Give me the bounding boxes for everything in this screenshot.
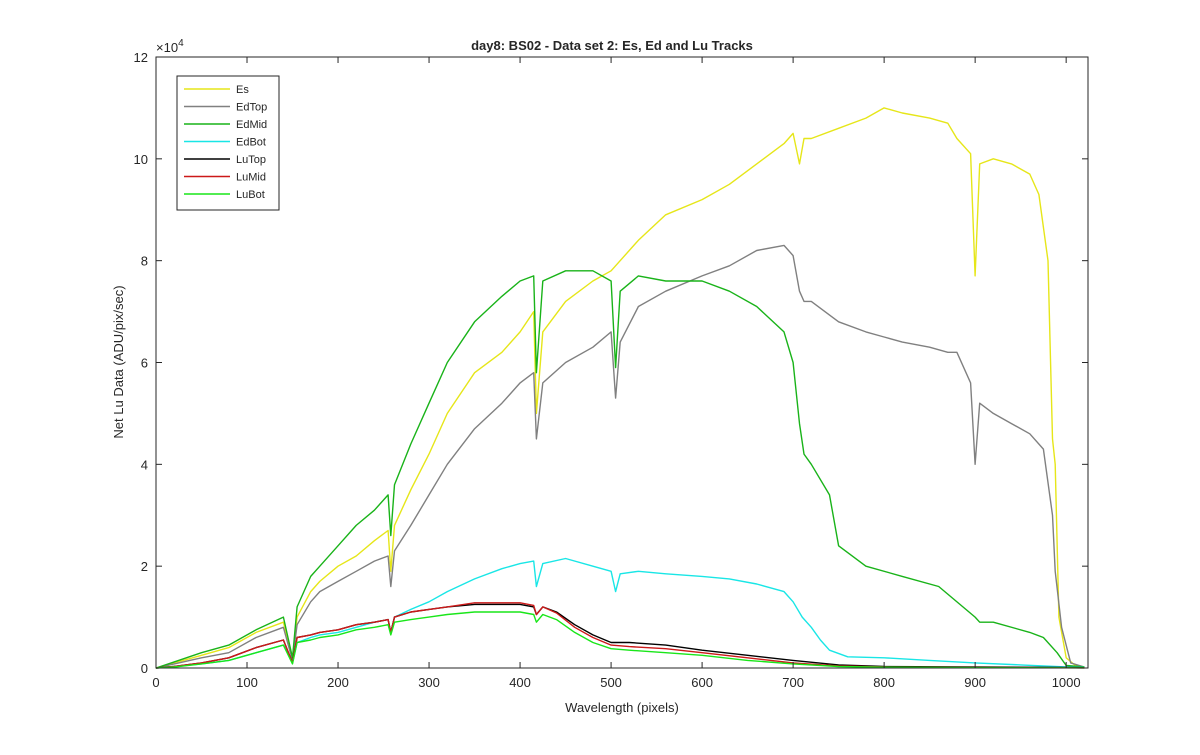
series-line-edmid [155, 270, 1085, 669]
y-exponent-power: 4 [178, 38, 184, 49]
legend: Es EdTop EdMid EdBot LuTop LuMid LuBot [176, 75, 280, 211]
x-tick-label: 0 [152, 675, 159, 690]
legend-entries: Es EdTop EdMid EdBot LuTop LuMid LuBot [184, 84, 267, 201]
series-line-lubot [155, 611, 1085, 669]
y-exponent: ×104 [156, 38, 184, 55]
y-tick-label: 2 [141, 559, 148, 574]
series-line-edbot [155, 557, 1085, 669]
chart-title: day8: BS02 - Data set 2: Es, Ed and Lu T… [471, 38, 753, 53]
legend-label-lumid: LuMid [236, 172, 266, 184]
x-tick-label: 800 [873, 675, 895, 690]
x-tick-label: 200 [327, 675, 349, 690]
y-tick-label: 0 [141, 661, 148, 676]
legend-label-edtop: EdTop [236, 102, 267, 114]
plot-area [156, 57, 1088, 668]
x-tick-label: 500 [600, 675, 622, 690]
legend-box [176, 75, 280, 211]
legend-label-edmid: EdMid [236, 119, 267, 131]
x-tick-label: 700 [782, 675, 804, 690]
y-axis-label: Net Lu Data (ADU/pix/sec) [111, 285, 126, 438]
x-tick-label: 100 [236, 675, 258, 690]
series-line-es [155, 107, 1085, 669]
x-axis-label: Wavelength (pixels) [565, 700, 679, 715]
x-tick-label: 1000 [1052, 675, 1081, 690]
y-tick-label: 4 [141, 457, 148, 472]
y-tick-label: 10 [134, 152, 148, 167]
ticks-layer: 0 100 200 300 400 500 600 700 800 900 1000 0 2 4 6 8 10 1… [134, 50, 1088, 690]
legend-label-lutop: LuTop [236, 154, 266, 166]
series-line-edtop [155, 244, 1085, 669]
series-layer [155, 107, 1085, 669]
y-exponent-base: ×10 [156, 40, 178, 55]
x-tick-label: 400 [509, 675, 531, 690]
y-tick-label: 12 [134, 50, 148, 65]
x-tick-label: 900 [964, 675, 986, 690]
y-tick-label: 6 [141, 356, 148, 371]
legend-label-es: Es [236, 84, 249, 96]
x-tick-label: 300 [418, 675, 440, 690]
legend-label-lubot: LuBot [236, 189, 265, 201]
legend-label-edbot: EdBot [236, 137, 266, 149]
x-tick-label: 600 [691, 675, 713, 690]
y-tick-label: 8 [141, 254, 148, 269]
